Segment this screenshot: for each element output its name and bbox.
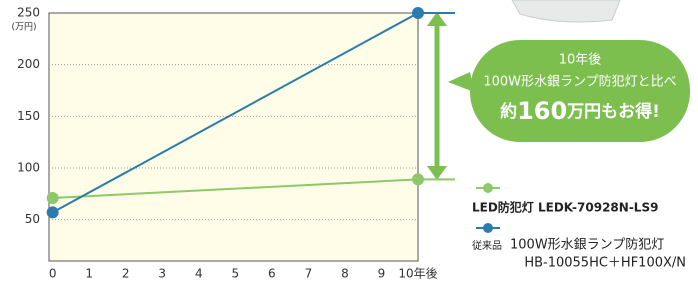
x-tick-label: 9 [378,267,386,281]
y-tick-label: 150 [17,109,40,123]
callout-line2: 100W形水銀ランプ防犯灯と比べ [483,74,676,90]
x-tick-label: 8 [341,267,349,281]
data-point [47,192,59,204]
x-tick-label: 3 [158,267,166,281]
x-tick-label: 0 [49,267,57,281]
legend-marker [483,183,493,193]
x-tick-label: 4 [195,267,203,281]
y-tick-label: 50 [25,212,40,226]
data-point [412,173,424,185]
x-tick-label: 7 [305,267,313,281]
data-point [412,7,424,19]
y-tick-label: 250 [17,6,40,20]
x-tick-label: 5 [232,267,240,281]
callout-tail [448,72,474,92]
callout-pre: 約 [500,101,517,122]
y-tick-label: 100 [17,161,40,175]
data-point [47,206,59,218]
legend-tag: 従来品 [472,239,502,252]
x-tick-label: 2 [122,267,130,281]
lamp-image [512,0,620,22]
legend-label: 100W形水銀ランプ防犯灯 [510,237,664,253]
y-tick-label: 200 [17,57,40,71]
callout-line1: 10年後 [559,53,602,68]
x-tick-label: 6 [268,267,276,281]
legend-marker [483,223,493,233]
x-tick-label: 10年後 [398,267,437,281]
legend-model: HB-10055HC＋HF100X/N [524,256,686,271]
callout-amount: 160 [517,97,567,125]
chart: 10年後 100W形水銀ランプ防犯灯と比べ 約160万円もお得! 5010015… [0,0,698,285]
callout-post: 万円もお得! [566,101,660,122]
y-unit: (万円) [11,22,36,33]
x-tick-label: 1 [85,267,93,281]
callout-line3: 約160万円もお得! [500,97,660,125]
plot-area [49,13,418,261]
legend-label: LED防犯灯 LEDK-70928N-LS9 [472,200,658,215]
